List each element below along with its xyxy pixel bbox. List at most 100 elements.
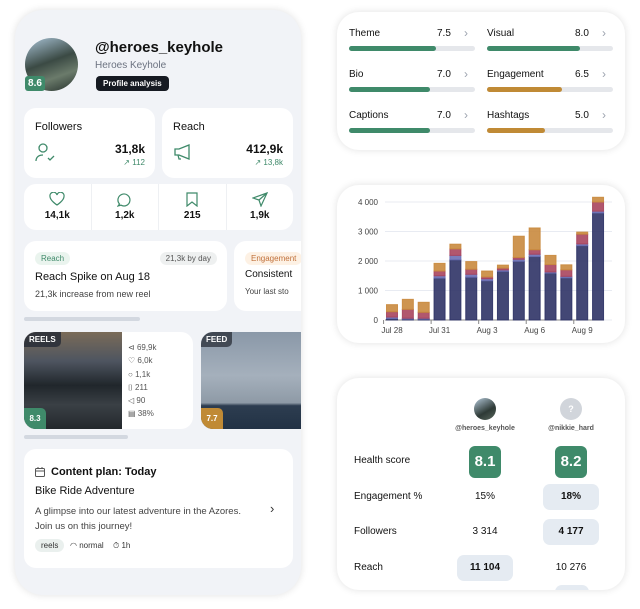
post-score-badge: 8.3 [24, 408, 46, 429]
reach-value: 412,9k [246, 142, 283, 156]
score-bar [349, 128, 475, 133]
document-icon: ▤ [128, 409, 136, 419]
score-label: Bio [349, 69, 364, 80]
avatar[interactable] [474, 398, 496, 420]
post-card-feed[interactable]: FEED 7.7 [201, 332, 301, 429]
post-comments: ○ 1,1k [128, 368, 157, 381]
chevron-right-icon[interactable]: › [464, 108, 468, 122]
bar-segment [560, 269, 573, 277]
followers-value: 31,8k [114, 142, 145, 156]
post-type-badge: FEED [201, 332, 233, 347]
timer-icon: ⏱ [113, 541, 120, 550]
insight-tag: Reach [35, 252, 71, 265]
bar-segment [465, 268, 478, 275]
profile-analysis-button[interactable]: Profile analysis [96, 76, 169, 91]
content-duration-value: 1h [121, 541, 131, 550]
reach-chart: 0 1 000 2 000 3 000 4 000 Jul 28 Jul 31 Aug 3 Au… [358, 196, 612, 335]
bar-segment [449, 254, 462, 261]
post-rate-value: 38% [137, 409, 154, 419]
compare-value-b: 4 177 [543, 519, 599, 545]
compare-value-a: 15% [474, 490, 495, 502]
insight-text: Your last sto [245, 287, 289, 296]
chevron-right-icon[interactable]: › [270, 501, 275, 516]
stat-shares: 1,9k [227, 184, 294, 230]
bar-segment [544, 264, 557, 273]
posts-scrollbar[interactable] [24, 435, 128, 439]
compare-user-b: @nikkie_hard [548, 425, 594, 432]
bar-segment [433, 277, 446, 321]
reach-card[interactable]: Reach 412,9k ↗ 13,8k [162, 108, 293, 178]
comment-icon: ○ [128, 369, 133, 379]
unknown-avatar[interactable]: ? [560, 398, 582, 420]
bar-segment [528, 256, 541, 321]
score-label: Theme [349, 28, 381, 39]
chevron-right-icon[interactable]: › [602, 108, 606, 122]
post-comments-value: 1,1k [135, 369, 151, 379]
bar-segment [496, 264, 509, 269]
score-bar [487, 46, 613, 51]
score-bar-fill [349, 46, 436, 51]
chevron-right-icon[interactable]: › [602, 26, 606, 40]
bar-segment [592, 212, 605, 321]
calendar-icon [35, 467, 45, 477]
content-plan-card[interactable]: Content plan: Today Bike Ride Adventure … [24, 449, 293, 568]
comments-value: 1,2k [115, 210, 135, 221]
engagement-stats: 14,1k 1,2k 215 1,9k [24, 184, 293, 230]
post-likes-value: 6,0k [137, 356, 153, 366]
compare-value-b: 18% [543, 483, 599, 510]
bar-segment [401, 298, 414, 310]
bookmark-icon [186, 192, 198, 207]
post-saves: ⌷ 211 [128, 381, 157, 394]
score-bar-fill [487, 87, 563, 92]
post-card-reels[interactable]: REELS 8.3 ⊲ 69,9k ♡ 6,0k ○ 1,1k ⌷ 211 ◁ … [24, 332, 193, 429]
score-value: 6.5 [575, 69, 589, 80]
comment-icon [117, 193, 131, 207]
stat-likes: 14,1k [24, 184, 92, 230]
send-icon [251, 192, 268, 207]
content-plan-title: Content plan: Today [51, 466, 157, 478]
score-bar [487, 128, 613, 133]
bar-segment [576, 231, 589, 235]
bar-segment [528, 227, 541, 251]
chevron-right-icon[interactable]: › [602, 67, 606, 81]
next-row-highlight [555, 585, 589, 590]
score-value: 5.0 [575, 110, 589, 121]
compare-value-a: 11 104 [457, 554, 513, 581]
profile-handle: @heroes_keyhole [95, 39, 224, 56]
bar-segment [433, 270, 446, 277]
chevron-right-icon[interactable]: › [464, 26, 468, 40]
insight-card[interactable]: Reach 21,3k by day Reach Spike on Aug 18… [24, 241, 227, 311]
score-bar [349, 87, 475, 92]
score-bar-fill [349, 87, 431, 92]
insight-card[interactable]: Engagement Consistent Your last sto [234, 241, 301, 311]
profile-phone: 8.6 @heroes_keyhole Heroes Keyhole Profi… [15, 10, 301, 595]
shares-value: 1,9k [250, 210, 270, 221]
x-tick-label: Aug 6 [524, 326, 545, 335]
followers-card[interactable]: Followers 31,8k ↗ 112 [24, 108, 155, 178]
bar-segment [386, 304, 398, 313]
y-tick-label: 0 [374, 316, 379, 325]
x-tick-label: Jul 28 [381, 326, 403, 335]
insights-scrollbar[interactable] [24, 317, 140, 321]
bar-segment [560, 277, 573, 321]
bar-segment [576, 245, 589, 321]
bar-segment [449, 259, 462, 321]
bar-segment [528, 249, 541, 255]
y-tick-label: 3 000 [358, 228, 379, 237]
post-score-badge: 7.7 [201, 408, 223, 429]
x-tick-label: Jul 31 [429, 326, 451, 335]
compare-label: Health score [354, 455, 411, 466]
bar-segment [481, 270, 494, 278]
content-difficulty-value: normal [79, 541, 104, 550]
y-tick-label: 4 000 [358, 198, 379, 207]
stat-comments: 1,2k [92, 184, 159, 230]
chevron-right-icon[interactable]: › [464, 67, 468, 81]
bar-segment [592, 196, 605, 203]
bar-segment [449, 248, 462, 256]
score-label: Captions [349, 110, 389, 121]
bar-segment [592, 201, 605, 212]
score-value: 7.5 [437, 28, 451, 39]
bar-segment [544, 254, 557, 266]
post-shares: ◁ 90 [128, 394, 157, 407]
reach-chart-card: 0 1 000 2 000 3 000 4 000 Jul 28 Jul 31 Aug 3 Au… [337, 185, 625, 343]
